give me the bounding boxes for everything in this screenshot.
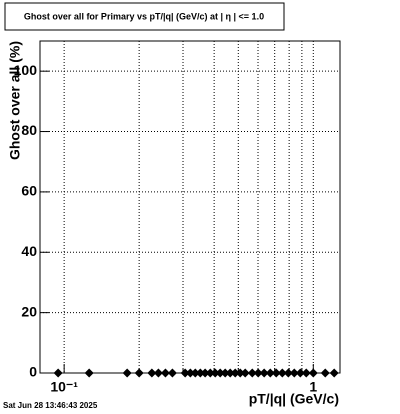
data-point	[53, 368, 63, 378]
data-point	[259, 368, 269, 378]
data-point	[195, 368, 205, 378]
x-tick-label: 10⁻¹	[50, 379, 78, 395]
data-point	[160, 368, 170, 378]
data-point	[253, 368, 263, 378]
data-point	[235, 368, 245, 378]
data-point	[167, 368, 177, 378]
data-point	[205, 368, 215, 378]
data-point	[283, 368, 293, 378]
data-point	[295, 368, 305, 378]
data-point	[225, 368, 235, 378]
data-point	[134, 368, 144, 378]
data-point	[277, 368, 287, 378]
data-point	[320, 368, 330, 378]
chart-title: Ghost over all for Primary vs pT/|q| (Ge…	[24, 11, 264, 21]
x-tick-label: 1	[309, 379, 317, 395]
data-point	[147, 368, 157, 378]
data-point	[265, 368, 275, 378]
data-point	[180, 368, 190, 378]
data-point	[190, 368, 200, 378]
data-point	[230, 368, 240, 378]
timestamp: Sat Jun 28 13:46:43 2025	[3, 401, 98, 410]
data-point	[185, 368, 195, 378]
y-tick-label: 80	[21, 122, 37, 138]
x-axis-label: pT/|q| (GeV/c)	[249, 391, 339, 407]
data-point	[301, 368, 311, 378]
data-point	[289, 368, 299, 378]
data-point	[200, 368, 210, 378]
data-point	[84, 368, 94, 378]
y-tick-label: 40	[21, 243, 37, 259]
data-point	[240, 368, 250, 378]
data-point	[247, 368, 257, 378]
data-point	[271, 368, 281, 378]
data-point	[215, 368, 225, 378]
data-point	[153, 368, 163, 378]
y-axis-label: Ghost over all (%)	[7, 41, 23, 160]
y-tick-label: 60	[21, 183, 37, 199]
data-point	[220, 368, 230, 378]
data-point	[329, 368, 339, 378]
data-point	[308, 368, 318, 378]
y-tick-label: 20	[21, 303, 37, 319]
data-point	[210, 368, 220, 378]
title-box	[4, 2, 285, 31]
y-tick-label: 100	[14, 62, 38, 78]
data-point	[122, 368, 132, 378]
y-tick-label: 0	[29, 364, 37, 380]
